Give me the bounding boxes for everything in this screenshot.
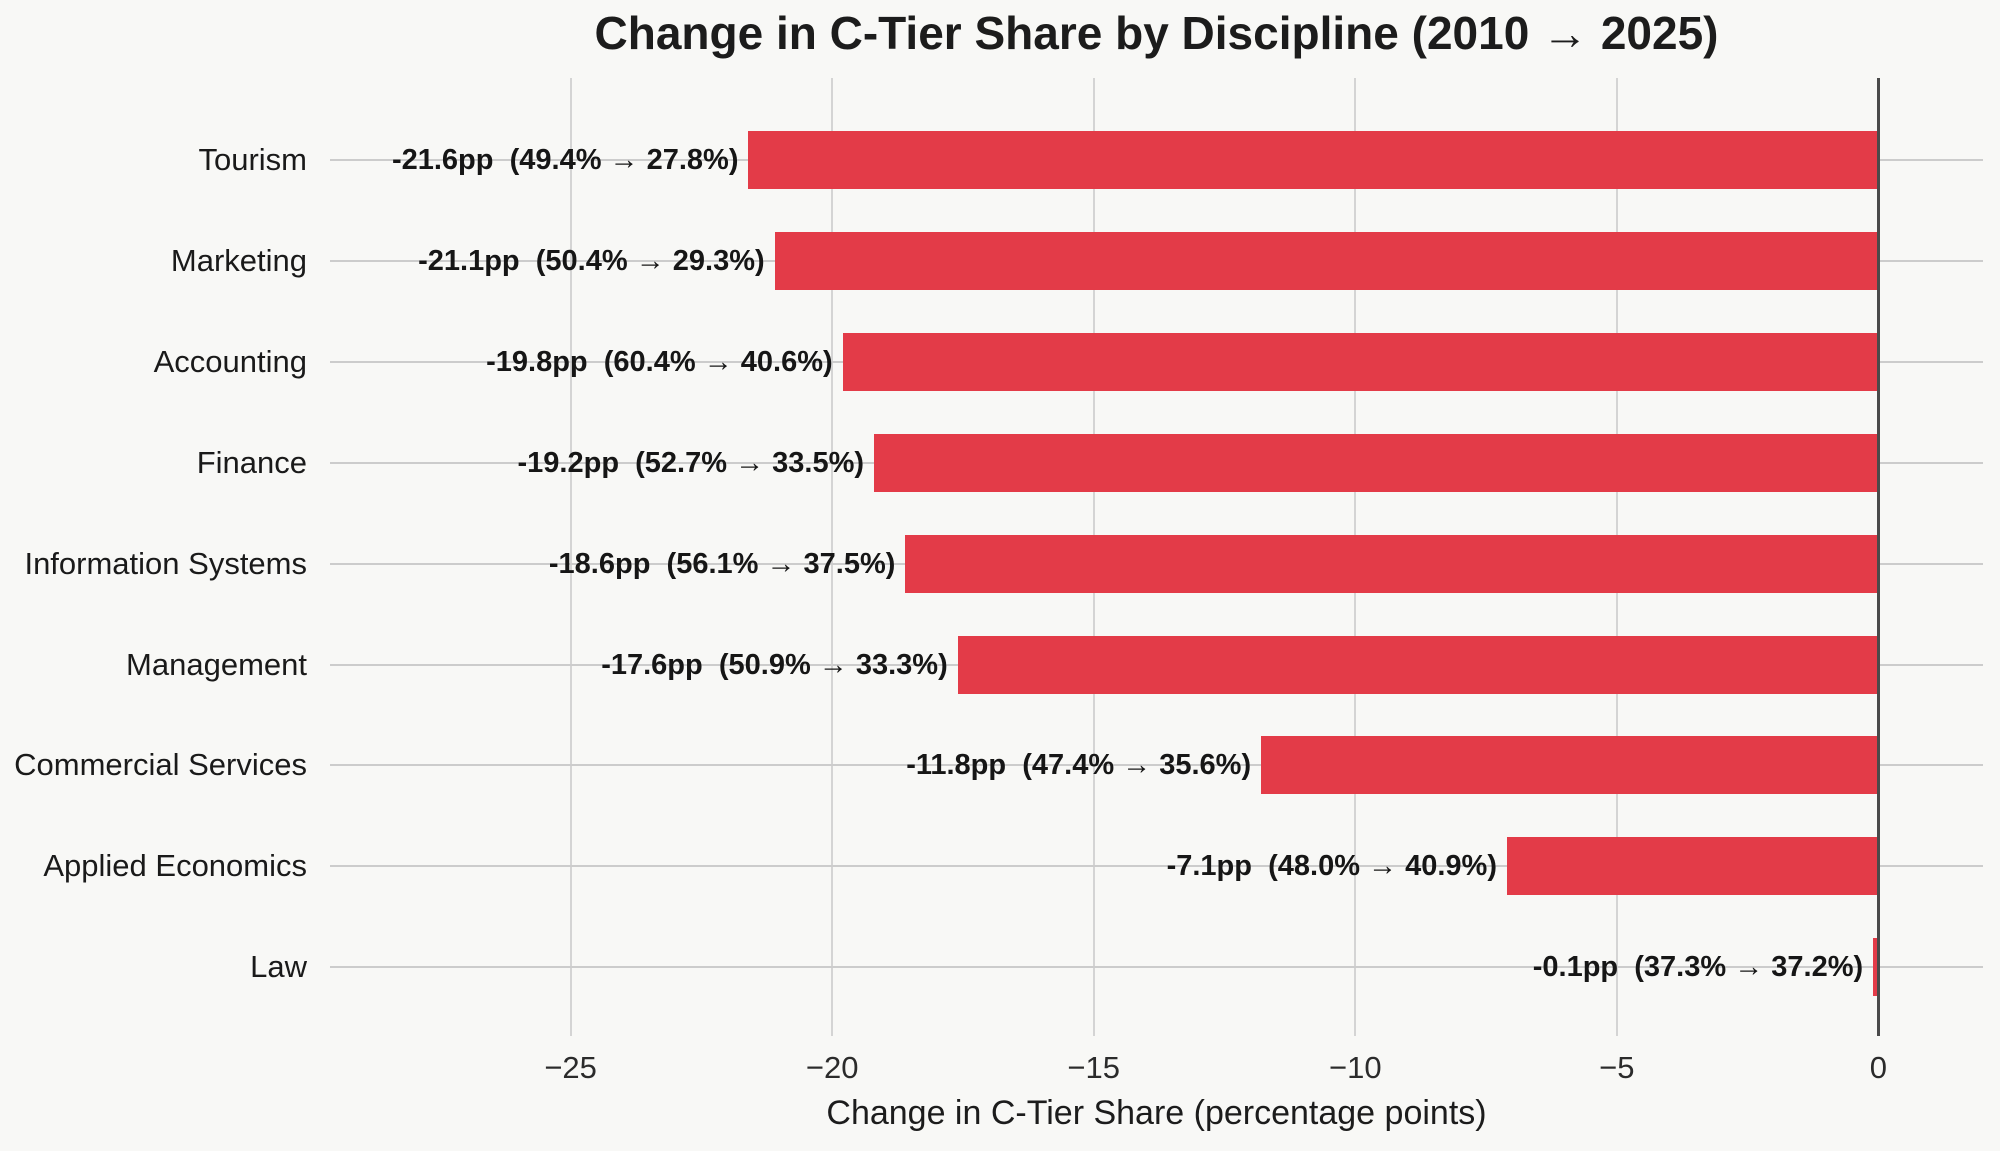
gridline-x--20: [831, 78, 834, 1036]
annotation-information-systems: -18.6pp (56.1% → 37.5%): [548, 547, 896, 580]
gridline-row-law: [330, 966, 1983, 969]
category-label-applied-economics: Applied Economics: [43, 848, 307, 884]
x-tick-label-0: 0: [1869, 1050, 1887, 1085]
bar-tourism: [748, 131, 1879, 189]
x-tick-label--10: −10: [1328, 1050, 1382, 1085]
gridline-x--25: [569, 78, 572, 1036]
annotation-tourism: -21.6pp (49.4% → 27.8%): [391, 144, 739, 176]
chart-title: Change in C-Tier Share by Discipline (20…: [594, 7, 1719, 59]
bar-management: [957, 635, 1879, 694]
x-tick-label--25: −25: [544, 1050, 597, 1085]
zero-line: [1876, 78, 1880, 1036]
annotation-accounting: -19.8pp (60.4% → 40.6%): [486, 345, 833, 378]
gridline-row-applied-economics: [330, 865, 1983, 868]
category-label-law: Law: [250, 949, 307, 985]
annotation-commercial-services: -11.8pp (47.4% → 35.6%): [906, 749, 1252, 782]
bar-commercial-services: [1261, 736, 1879, 795]
x-tick-label--5: −5: [1599, 1050, 1635, 1085]
category-label-management: Management: [126, 646, 307, 682]
category-label-tourism: Tourism: [198, 142, 307, 177]
annotation-applied-economics: -7.1pp (48.0% → 40.9%): [1166, 850, 1497, 883]
bar-marketing: [774, 231, 1879, 290]
plot-area: -21.6pp (49.4% → 27.8%) -21.1pp (50.4% → …: [330, 78, 1983, 1036]
x-tick-label--15: −15: [1067, 1050, 1121, 1085]
x-axis-label: Change in C-Tier Share (percentage point…: [826, 1094, 1487, 1132]
category-label-information-systems: Information Systems: [24, 545, 307, 581]
bar-law: [1873, 938, 1879, 997]
x-tick-label--20: −20: [805, 1050, 859, 1085]
bar-information-systems: [905, 534, 1879, 593]
annotation-finance: -19.2pp (52.7% → 33.5%): [517, 446, 865, 479]
annotation-marketing: -21.1pp (50.4% → 29.3%): [418, 244, 765, 277]
category-label-finance: Finance: [196, 444, 307, 480]
category-label-accounting: Accounting: [153, 343, 307, 379]
annotation-law: -0.1pp (37.3% → 37.2%): [1532, 951, 1864, 984]
bar-accounting: [842, 332, 1879, 391]
category-label-commercial-services: Commercial Services: [14, 747, 307, 783]
category-label-marketing: Marketing: [170, 242, 307, 278]
annotation-management: -17.6pp (50.9% → 33.3%): [601, 648, 948, 681]
gridline-row-commercial-services: [330, 764, 1983, 767]
bar-finance: [874, 433, 1879, 492]
bar-applied-economics: [1506, 837, 1879, 896]
